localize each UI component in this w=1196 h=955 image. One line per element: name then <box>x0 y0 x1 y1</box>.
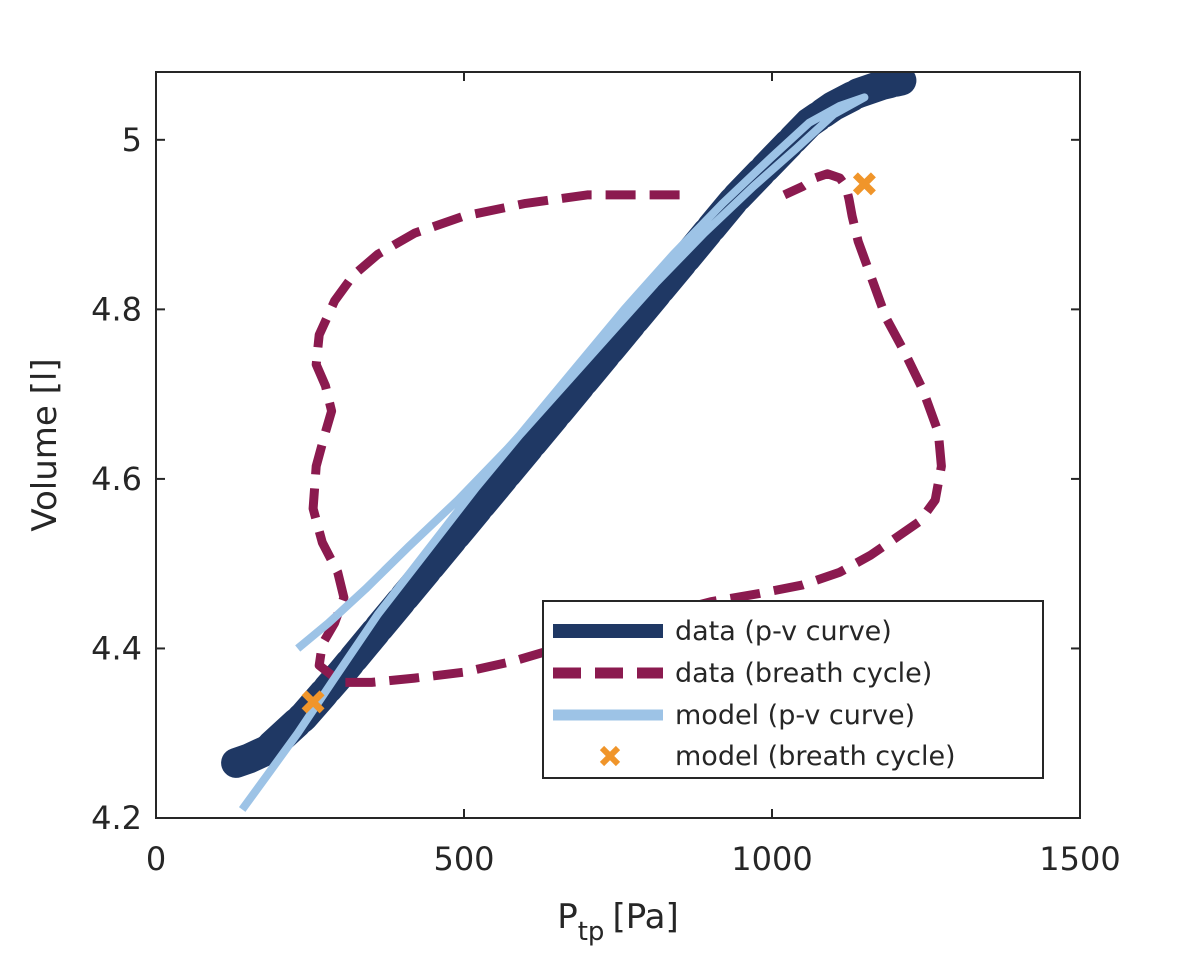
legend-label: data (p-v curve) <box>675 616 892 647</box>
x-tick-label: 1500 <box>1039 840 1120 878</box>
legend-swatch <box>599 745 621 767</box>
x-tick-label: 1000 <box>731 840 812 878</box>
y-tick-label: 4.2 <box>91 799 142 837</box>
x-axis-label-unit: [Pa] <box>612 897 678 937</box>
legend-entry: data (p-v curve) <box>553 616 892 647</box>
series-model-breath-point <box>852 172 876 196</box>
x-marker <box>301 690 325 714</box>
y-tick-label: 4.8 <box>91 290 142 328</box>
legend-label: model (p-v curve) <box>675 700 915 731</box>
y-tick-label: 4.6 <box>91 460 142 498</box>
legend-entry: data (breath cycle) <box>553 658 932 689</box>
plot-area <box>221 72 946 812</box>
series-data-breath-cycle <box>308 169 946 687</box>
axes: 0 500 1000 1500 4.2 4.4 4.6 4.8 5 Ptp [Pa] Volume [… <box>25 71 1121 947</box>
plot-clip-group <box>221 72 946 812</box>
legend-entry: model (p-v curve) <box>553 700 915 731</box>
legend-entry: model (breath cycle) <box>599 741 956 772</box>
y-tick-label: 4.4 <box>91 629 142 667</box>
x-marker <box>852 172 876 196</box>
y-tick-label: 5 <box>122 121 142 159</box>
axes-box <box>155 71 1081 819</box>
series-model-pv-curve <box>238 93 869 812</box>
y-axis-label: Volume [l] <box>25 358 65 531</box>
x-axis-label: Ptp [Pa] <box>557 897 679 947</box>
series-model-breath-point <box>301 690 325 714</box>
x-tick-label: 500 <box>433 840 494 878</box>
x-tick-label: 0 <box>146 840 166 878</box>
x-axis-label-sub: tp <box>578 917 605 947</box>
legend-label: data (breath cycle) <box>675 658 932 689</box>
legend-label: model (breath cycle) <box>675 741 956 772</box>
x-axis-label-main: P <box>557 897 578 937</box>
legend: data (p-v curve) data (breath cycle) model… <box>542 600 1044 779</box>
